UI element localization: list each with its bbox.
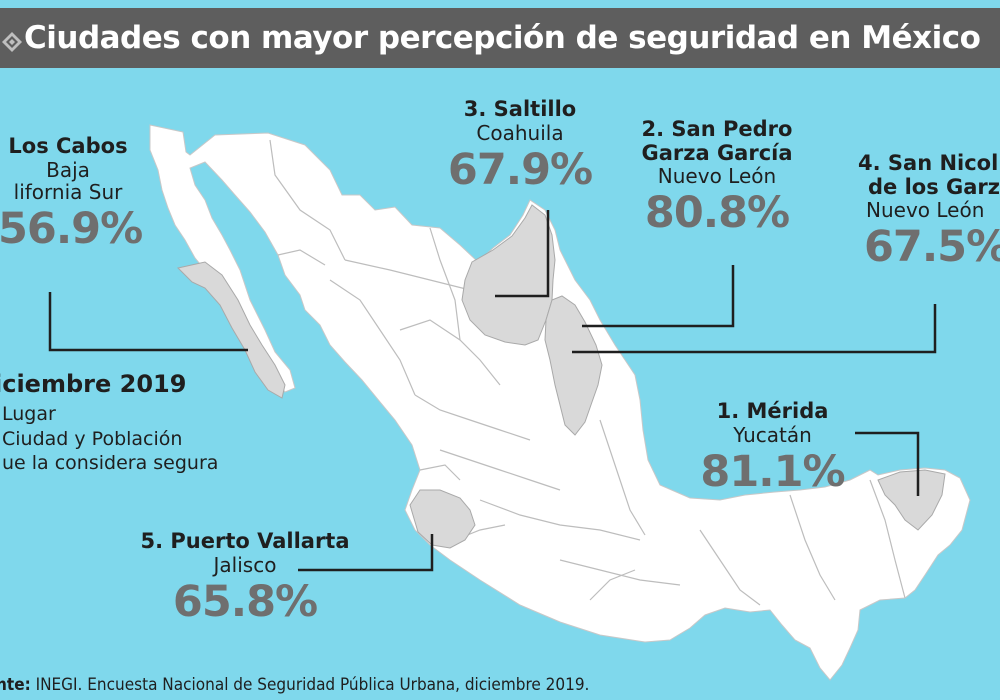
callout-san-nicolas: 4. San Nicol de los Garz Nuevo León 67.5…: [852, 151, 1000, 273]
legend: iciembre 2019 Lugar Ciudad y Población u…: [0, 370, 218, 476]
border-center-south: [479, 499, 641, 541]
state-name: Baja: [46, 157, 90, 182]
leader-line-los-cabos: [48, 292, 248, 352]
leader-line-merida: [855, 431, 920, 496]
title-bar: Ciudades con mayor percepción de segurid…: [0, 8, 1000, 68]
source-label: nte:: [0, 675, 31, 695]
city-name: 4. San Nicol: [858, 151, 999, 175]
border-campeche-qroo: [869, 479, 906, 599]
diamond-pattern-icon: [2, 32, 22, 52]
percent-value: 80.8%: [644, 188, 790, 239]
percent-value: 81.1%: [700, 446, 845, 497]
callout-merida: 1. Mérida Yucatán 81.1%: [690, 399, 855, 497]
coahuila-shape: [461, 204, 556, 346]
callout-saltillo: 3. Saltillo Coahuila 67.9%: [445, 97, 595, 195]
state-name: Coahuila: [476, 120, 564, 145]
leader-line-san-nicolas: [572, 304, 937, 354]
border-oaxaca-chiapas: [699, 529, 761, 606]
border-central-west: [414, 394, 531, 441]
jalisco-shape: [409, 489, 476, 549]
border-chihuahua-coahuila: [429, 227, 461, 341]
leader-line-san-pedro: [582, 265, 735, 328]
city-name: 3. Saltillo: [463, 97, 577, 121]
state-name: Jalisco: [213, 552, 277, 577]
city-name: de los Garz: [868, 174, 1000, 199]
state-name: lifornia Sur: [13, 179, 123, 204]
border-tabasco-campeche: [789, 494, 836, 601]
border-sonora-chihuahua: [269, 139, 346, 261]
city-name: Los Cabos: [8, 134, 128, 158]
leader-line-saltillo: [495, 210, 550, 298]
percent-value: 67.5%: [864, 222, 1000, 273]
state-name: Nuevo León: [866, 198, 985, 223]
source-text: INEGI. Encuesta Nacional de Seguridad Pú…: [35, 675, 590, 695]
percent-value: 56.9%: [0, 204, 143, 255]
legend-line: Ciudad y Población: [2, 427, 183, 450]
border-nayarit: [419, 464, 461, 481]
city-name: 2. San Pedro: [641, 117, 793, 141]
border-sonora-sinaloa: [277, 249, 326, 266]
page-title: Ciudades con mayor percepción de segurid…: [24, 20, 981, 56]
legend-line: ue la considera segura: [2, 452, 219, 475]
city-name: 1. Mérida: [716, 399, 829, 423]
yucatan-shape: [877, 469, 946, 531]
nuevo-leon-shape: [544, 295, 603, 436]
border-veracruz: [599, 419, 646, 536]
border-bajio: [439, 449, 561, 491]
source-note: nte: INEGI. Encuesta Nacional de Segurid…: [0, 670, 1000, 700]
callout-puerto-vallarta: 5. Puerto Vallarta Jalisco 65.8%: [115, 529, 375, 627]
border-durango-zacatecas: [399, 319, 501, 386]
percent-value: 67.9%: [447, 144, 593, 195]
state-name: Yucatán: [733, 422, 812, 447]
baja-california-sur-shape: [177, 261, 286, 399]
city-name: Garza García: [641, 140, 793, 165]
legend-title: iciembre 2019: [0, 370, 187, 398]
callout-los-cabos: Los Cabos Baja lifornia Sur 56.9%: [0, 134, 143, 255]
state-name: Nuevo León: [657, 164, 777, 189]
border-guerrero-oaxaca: [589, 569, 636, 601]
callout-san-pedro: 2. San Pedro Garza García Nuevo León 80.…: [622, 117, 812, 239]
highlighted-states: [177, 204, 946, 549]
legend-line: Lugar: [2, 403, 56, 425]
leader-lines: [48, 210, 937, 572]
border-sinaloa-durango: [329, 279, 416, 396]
leader-line-puerto-vallarta: [298, 534, 434, 572]
border-north-central: [344, 259, 471, 291]
city-name: 5. Puerto Vallarta: [140, 529, 350, 553]
border-south: [559, 559, 681, 586]
state-borders: [269, 139, 906, 606]
percent-value: 65.8%: [172, 576, 318, 627]
